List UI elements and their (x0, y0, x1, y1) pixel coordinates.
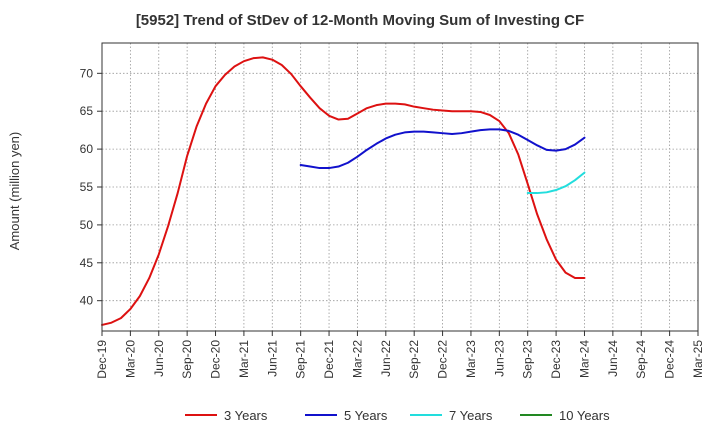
y-tick-label: 50 (80, 218, 94, 232)
x-tick-label: Jun-20 (152, 340, 166, 377)
legend-label: 3 Years (224, 408, 268, 423)
chart-title: [5952] Trend of StDev of 12-Month Moving… (135, 12, 585, 29)
x-tick-label: Mar-20 (123, 340, 137, 378)
x-tick-label: Sep-20 (180, 340, 194, 379)
series-lines (101, 56, 586, 326)
y-axis-label: Amount (million yen) (7, 132, 22, 251)
x-tick-label: Dec-23 (549, 340, 563, 379)
x-tick-label: Dec-21 (322, 340, 336, 379)
legend: 3 Years 5 Years 7 Years 10 Years (185, 408, 610, 423)
y-tick-label: 65 (80, 104, 94, 118)
y-tick-label: 40 (80, 294, 94, 308)
x-axis: Dec-19 Mar-20 Jun-20 Sep-20 Dec-20 Mar-21 Jun-… (95, 331, 705, 379)
x-tick-label: Mar-22 (350, 340, 364, 378)
x-tick-label: Sep-23 (521, 340, 535, 379)
x-tick-label: Mar-24 (577, 340, 591, 378)
x-tick-label: Dec-20 (209, 340, 223, 379)
x-tick-label: Mar-21 (237, 340, 251, 378)
grid (102, 43, 698, 331)
x-tick-label: Sep-22 (407, 340, 421, 379)
x-tick-label: Mar-25 (691, 340, 705, 378)
x-tick-label: Sep-24 (634, 340, 648, 379)
series-line-7-years (526, 171, 586, 195)
x-tick-label: Jun-22 (379, 340, 393, 377)
series-line-5-years (299, 128, 586, 170)
y-tick-label: 60 (80, 142, 94, 156)
x-tick-label: Sep-21 (294, 340, 308, 379)
x-tick-label: Dec-19 (95, 340, 109, 379)
y-axis: 40 45 50 55 60 65 70 (80, 66, 102, 308)
x-tick-label: Jun-23 (492, 340, 506, 377)
legend-label: 10 Years (559, 408, 610, 423)
x-tick-label: Jun-21 (265, 340, 279, 377)
y-tick-label: 45 (80, 256, 94, 270)
x-tick-label: Jun-24 (606, 340, 620, 377)
y-tick-label: 70 (80, 66, 94, 80)
x-tick-label: Dec-22 (436, 340, 450, 379)
y-tick-label: 55 (80, 180, 94, 194)
legend-label: 7 Years (449, 408, 493, 423)
legend-label: 5 Years (344, 408, 388, 423)
series-line-3-years (101, 56, 586, 326)
x-tick-label: Mar-23 (464, 340, 478, 378)
x-tick-label: Dec-24 (663, 340, 677, 379)
